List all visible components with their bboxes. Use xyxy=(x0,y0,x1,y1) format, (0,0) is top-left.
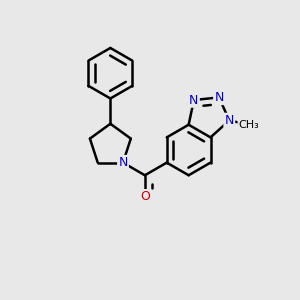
Text: N: N xyxy=(189,94,199,106)
Text: CH₃: CH₃ xyxy=(239,120,260,130)
Text: N: N xyxy=(118,156,128,169)
Text: N: N xyxy=(225,114,234,127)
Text: N: N xyxy=(214,91,224,104)
Text: O: O xyxy=(140,190,150,203)
